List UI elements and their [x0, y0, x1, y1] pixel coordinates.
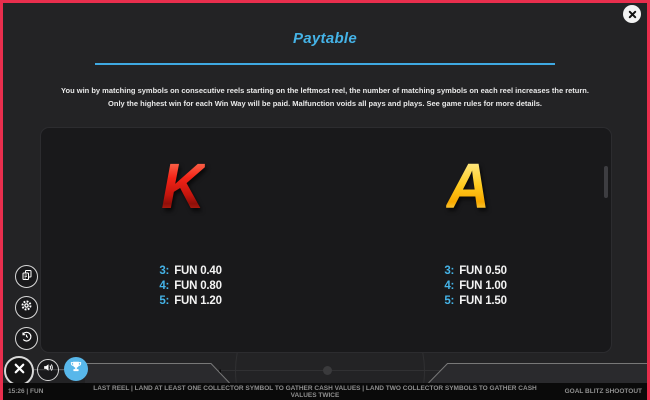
symbol-column-k: K 3: FUN 0.40 4: FUN 0.80 5: FUN 1.20 [41, 128, 326, 352]
exit-game-button[interactable] [4, 356, 34, 386]
page-title: Paytable [292, 30, 358, 47]
frame-border-top [0, 0, 650, 3]
history-icon [20, 330, 33, 348]
trophy-icon [69, 360, 83, 379]
pages-icon [21, 268, 33, 286]
payout-value: FUN 1.00 [459, 279, 507, 292]
payout-row: 3: FUN 0.50 [430, 264, 507, 279]
balance-bar [85, 363, 230, 383]
x-close-icon [12, 361, 27, 381]
game-title: GOAL BLITZ SHOOTOUT [564, 388, 642, 395]
bet-bar [428, 363, 650, 383]
payout-count: 5: [159, 294, 170, 307]
payout-row: 4: FUN 1.00 [430, 279, 507, 294]
frame-border-left [0, 0, 3, 400]
title-underline [95, 63, 555, 65]
feature-ticker: LAST REEL | LAND AT LEAST ONE COLLECTOR … [93, 384, 537, 399]
payouts-k: 3: FUN 0.40 4: FUN 0.80 5: FUN 1.20 [145, 264, 222, 309]
payout-value: FUN 0.80 [174, 279, 222, 292]
payout-row: 4: FUN 0.80 [145, 279, 222, 294]
payout-row: 5: FUN 1.50 [430, 294, 507, 309]
payout-count: 3: [159, 265, 170, 277]
status-bar: 15:26 | FUN LAST REEL | LAND AT LEAST ON… [0, 383, 650, 400]
symbol-k: K [162, 154, 206, 246]
payout-value: FUN 1.20 [174, 294, 222, 307]
payout-row: 5: FUN 1.20 [145, 294, 222, 309]
gear-icon [20, 299, 33, 317]
payout-count: 5: [444, 294, 455, 307]
payouts-a: 3: FUN 0.50 4: FUN 1.00 5: FUN 1.50 [430, 264, 507, 309]
close-icon [628, 7, 637, 22]
field-center-dot [323, 366, 332, 375]
history-button[interactable] [15, 327, 38, 350]
payout-count: 4: [159, 279, 170, 292]
payout-value: FUN 1.50 [459, 294, 507, 307]
time-currency: 15:26 | FUN [8, 388, 44, 395]
payout-count: 3: [444, 265, 455, 277]
scrollbar-thumb[interactable] [604, 166, 608, 198]
field-halfway-line [30, 370, 650, 371]
paytable-description: You win by matching symbols on consecuti… [61, 86, 589, 109]
settings-button[interactable] [15, 296, 38, 319]
sound-button[interactable] [37, 359, 59, 381]
footer-divider-line [32, 369, 88, 370]
payout-value: FUN 0.40 [174, 265, 222, 277]
payout-value: FUN 0.50 [459, 265, 507, 277]
symbol-column-a: A 3: FUN 0.50 4: FUN 1.00 5: FUN 1.50 [326, 128, 611, 352]
payout-row: 3: FUN 0.40 [145, 264, 222, 279]
paytable-panel: K 3: FUN 0.40 4: FUN 0.80 5: FUN 1.20 A [40, 127, 612, 353]
trophy-button[interactable] [64, 357, 88, 381]
sound-icon [42, 361, 55, 379]
paytable-pages-button[interactable] [15, 265, 38, 288]
symbol-a: A [447, 154, 491, 246]
payout-count: 4: [444, 279, 455, 292]
close-paytable-button[interactable] [623, 5, 641, 23]
frame-border-right [647, 0, 650, 400]
